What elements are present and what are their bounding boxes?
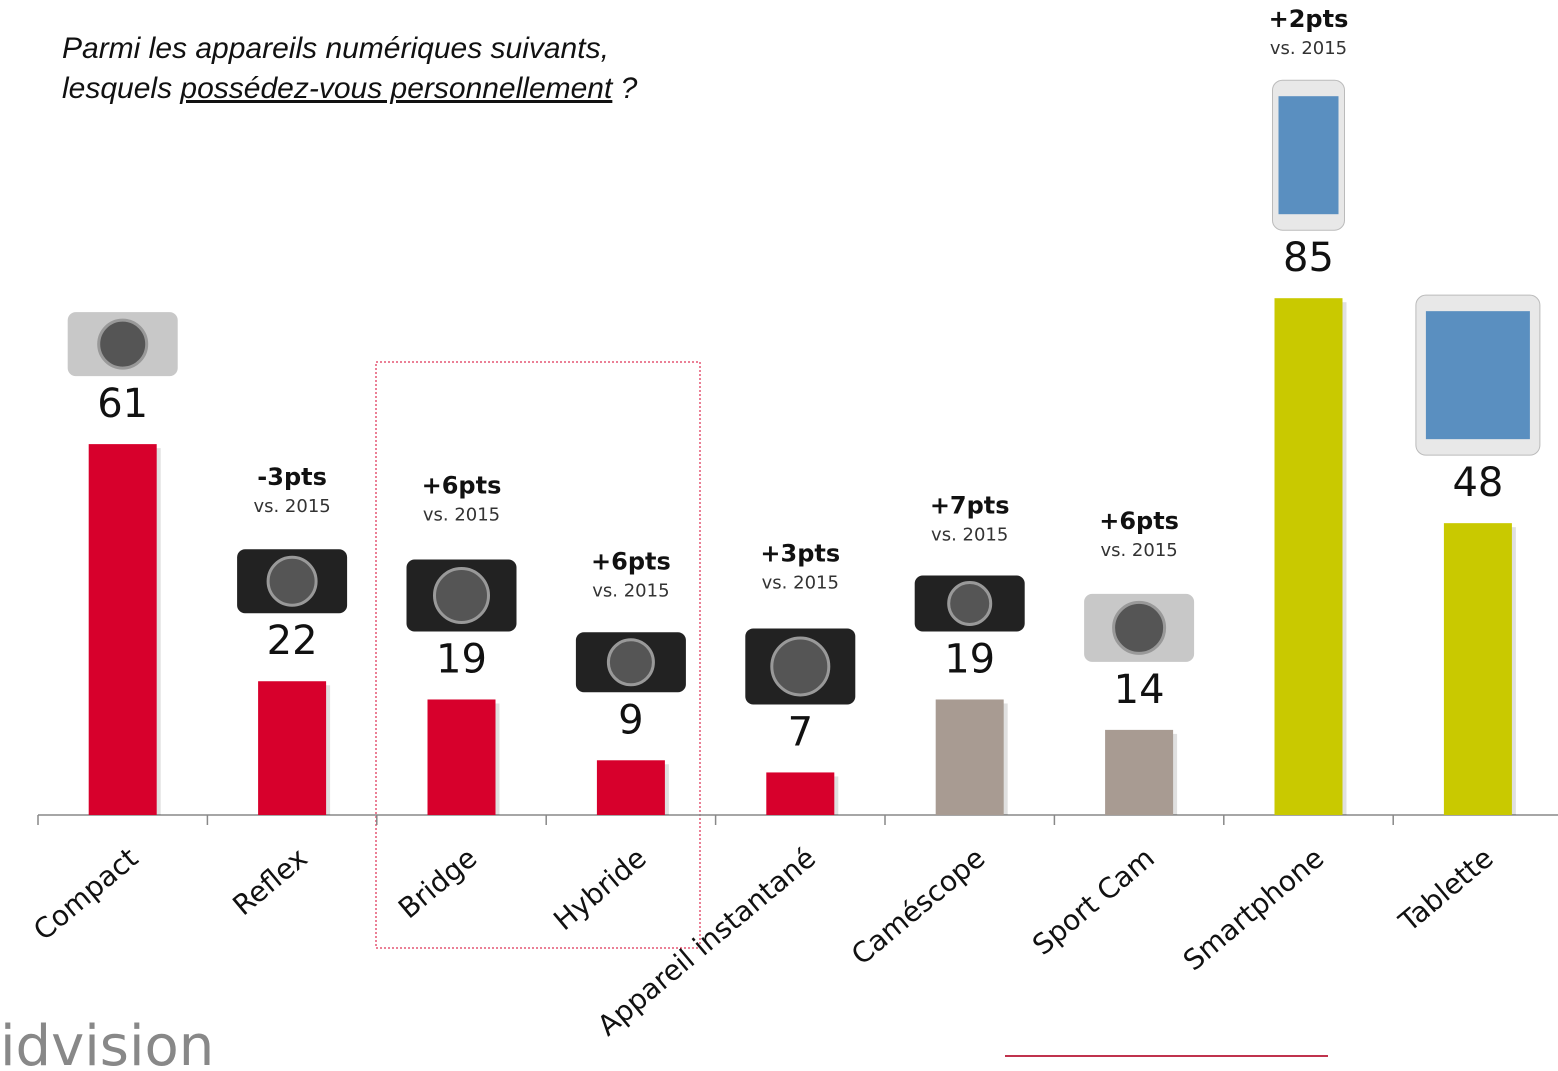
highlight-box xyxy=(375,361,701,949)
x-tick-label: Bridge xyxy=(392,841,483,925)
device-image xyxy=(1084,593,1195,662)
value-label: 19 xyxy=(944,636,995,682)
x-tick-label: Reflex xyxy=(226,841,313,922)
bar xyxy=(1274,298,1343,815)
title-part: ? xyxy=(612,72,637,105)
bar xyxy=(1105,729,1174,815)
change-note: vs. 2015 xyxy=(1100,540,1177,561)
title-part: possédez-vous personnellement xyxy=(179,72,614,105)
bar xyxy=(766,772,835,815)
x-tick-label: Caméscope xyxy=(845,841,991,971)
value-label: 48 xyxy=(1452,460,1503,506)
change-label: +3pts xyxy=(760,539,840,567)
change-note: vs. 2015 xyxy=(1270,38,1347,59)
device-image xyxy=(575,632,686,693)
bar xyxy=(258,681,327,815)
value-label: 61 xyxy=(97,381,148,427)
change-note: vs. 2015 xyxy=(931,524,1008,545)
device-lens xyxy=(433,566,490,624)
change-note: vs. 2015 xyxy=(423,504,500,525)
change-label: +6pts xyxy=(591,547,671,575)
x-tick-label: Compact xyxy=(27,841,144,947)
device-image xyxy=(1415,294,1541,456)
value-label: 7 xyxy=(788,709,813,755)
change-note: vs. 2015 xyxy=(253,496,330,517)
device-lens xyxy=(97,318,149,370)
device-image xyxy=(745,628,856,705)
device-screen xyxy=(1425,311,1530,440)
device-image xyxy=(914,575,1025,632)
x-tick-label: Sport Cam xyxy=(1026,841,1161,961)
device-image xyxy=(237,549,348,614)
title-line: lesquels possédez-vous personnellement ? xyxy=(62,72,638,105)
bar xyxy=(935,699,1004,815)
x-tick-label: Tablette xyxy=(1392,841,1499,939)
value-label: 22 xyxy=(267,618,318,664)
change-label: +6pts xyxy=(422,471,502,499)
device-lens xyxy=(606,638,655,687)
device-screen xyxy=(1278,96,1339,215)
change-note: vs. 2015 xyxy=(592,580,669,601)
bar xyxy=(88,444,157,815)
title-part: lesquels xyxy=(62,72,180,105)
value-label: 19 xyxy=(436,636,487,682)
change-label: +6pts xyxy=(1099,507,1179,535)
device-lens xyxy=(1112,600,1167,655)
x-tick-label: Smartphone xyxy=(1177,841,1330,977)
device-lens xyxy=(947,580,993,626)
logo: idvision xyxy=(0,1014,214,1071)
change-label: +2pts xyxy=(1269,5,1349,33)
device-lens xyxy=(266,555,318,607)
change-note: vs. 2015 xyxy=(762,572,839,593)
device-lens xyxy=(770,636,831,697)
change-label: +7pts xyxy=(930,491,1010,519)
device-image xyxy=(67,312,178,377)
value-label: 14 xyxy=(1114,667,1165,713)
change-label: -3pts xyxy=(257,463,327,491)
value-label: 85 xyxy=(1283,235,1334,281)
bar xyxy=(596,760,665,815)
title-line: Parmi les appareils numériques suivants, xyxy=(62,32,609,65)
bar xyxy=(427,699,496,815)
x-tick-label: Hybride xyxy=(547,841,652,937)
device-image xyxy=(406,559,517,632)
value-label: 9 xyxy=(618,697,643,743)
device-image xyxy=(1272,79,1345,231)
bar xyxy=(1443,523,1512,815)
